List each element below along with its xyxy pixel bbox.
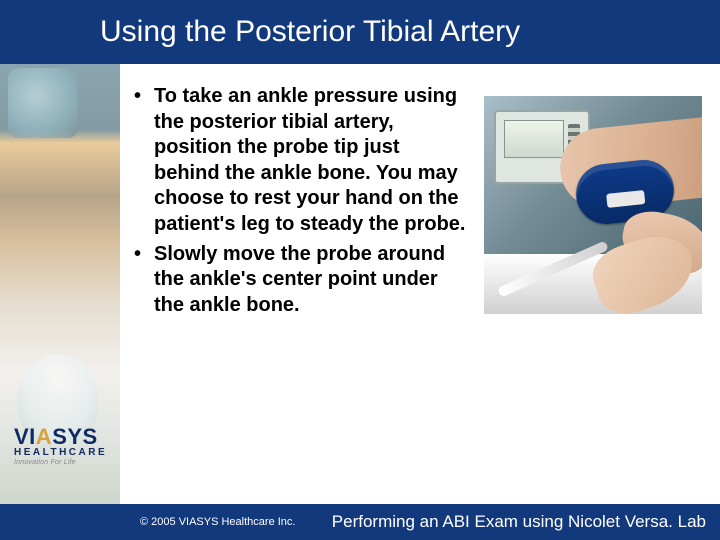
content-area: To take an ankle pressure using the post… [0, 64, 720, 504]
bullet-item: Slowly move the probe around the ankle's… [130, 242, 470, 319]
logo-part: VI [14, 424, 36, 449]
logo-subtext: HEALTHCARE [14, 447, 126, 458]
title-bar: Using the Posterior Tibial Artery [0, 0, 720, 64]
bullet-list: To take an ankle pressure using the post… [130, 84, 470, 322]
logo-accent-letter: A [36, 424, 52, 449]
logo-wordmark: VIASYS [14, 428, 126, 446]
procedure-photo [484, 96, 702, 314]
bullet-item: To take an ankle pressure using the post… [130, 84, 470, 238]
logo-part: SYS [52, 424, 98, 449]
footer-bar: © 2005 VIASYS Healthcare Inc. Performing… [0, 504, 720, 540]
footer-title: Performing an ABI Exam using Nicolet Ver… [332, 512, 706, 532]
logo-tagline: Innovation For Life [14, 459, 126, 466]
slide-title: Using the Posterior Tibial Artery [100, 15, 520, 49]
copyright-text: © 2005 VIASYS Healthcare Inc. [140, 516, 295, 528]
viasys-logo: VIASYS HEALTHCARE Innovation For Life [14, 428, 126, 466]
